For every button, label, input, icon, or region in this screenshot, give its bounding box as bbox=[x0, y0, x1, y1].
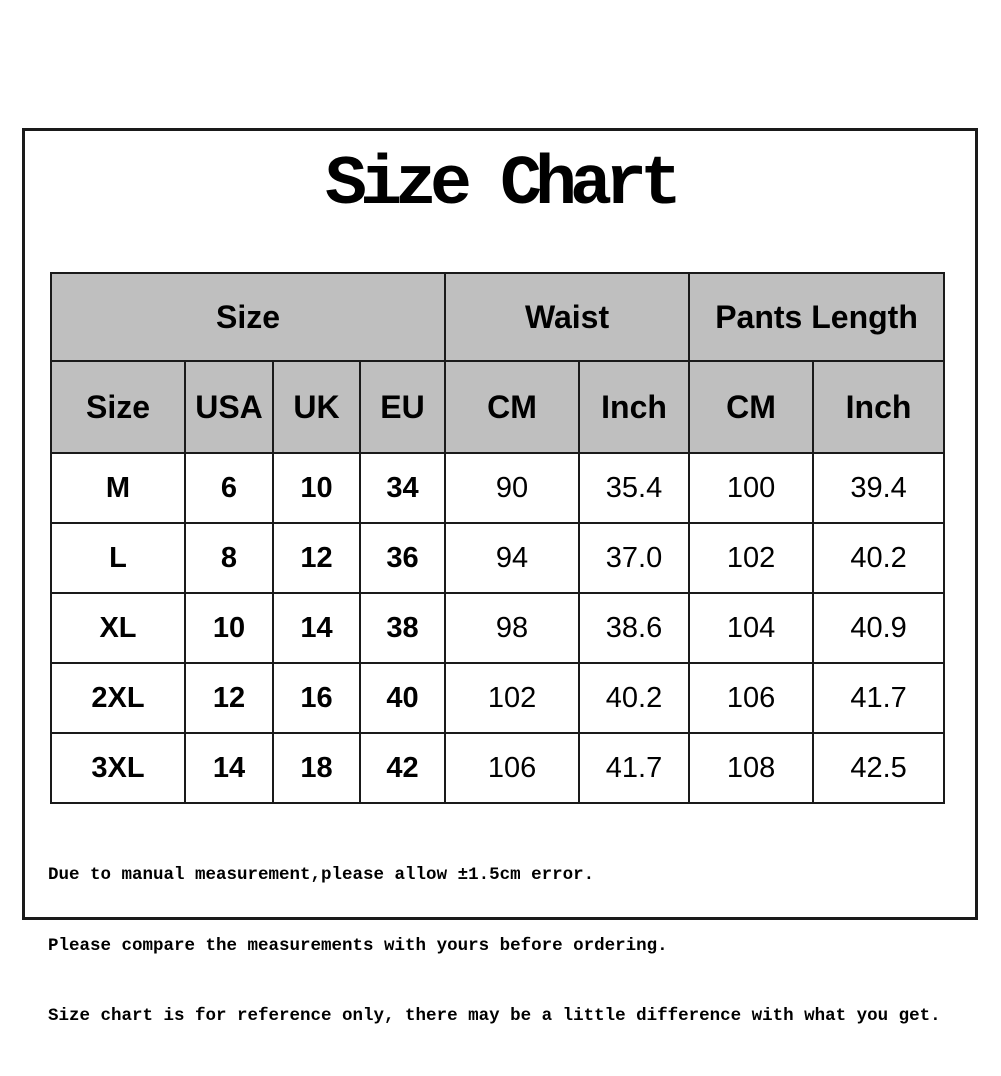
table-cell: 41.7 bbox=[812, 662, 946, 734]
table-cell: XL bbox=[50, 592, 186, 664]
table-row-2xl: 2XL 12 16 40 102 40.2 106 41.7 bbox=[50, 662, 946, 734]
table-group-header-row: Size Waist Pants Length bbox=[49, 272, 946, 362]
table-cell: 10 bbox=[272, 452, 361, 524]
table-cell: L bbox=[50, 522, 186, 594]
column-header-uk: UK bbox=[272, 360, 361, 454]
table-row-3xl: 3XL 14 18 42 106 41.7 108 42.5 bbox=[50, 732, 946, 804]
table-cell: 38 bbox=[358, 592, 447, 664]
table-row-m: M 6 10 34 90 35.4 100 39.4 bbox=[50, 452, 946, 524]
table-cell: 108 bbox=[688, 732, 815, 804]
measurement-notes: Due to manual measurement,please allow ±… bbox=[48, 817, 941, 1076]
table-cell: 12 bbox=[184, 662, 274, 734]
table-cell: 34 bbox=[358, 452, 447, 524]
table-cell: 8 bbox=[184, 522, 274, 594]
table-cell: 14 bbox=[184, 732, 274, 804]
table-cell: 6 bbox=[184, 452, 274, 524]
note-line-2: Please compare the measurements with you… bbox=[48, 935, 668, 956]
table-cell: 18 bbox=[272, 732, 361, 804]
table-cell: 102 bbox=[444, 662, 581, 734]
table-cell: 12 bbox=[272, 522, 361, 594]
table-cell: 16 bbox=[272, 662, 361, 734]
table-cell: 106 bbox=[444, 732, 581, 804]
table-cell: 98 bbox=[444, 592, 581, 664]
table-cell: 90 bbox=[444, 452, 581, 524]
table-cell: 2XL bbox=[50, 662, 186, 734]
table-cell: 42.5 bbox=[812, 732, 946, 804]
column-header-waist-inch: Inch bbox=[578, 360, 691, 454]
column-header-eu: EU bbox=[358, 360, 447, 454]
table-cell: 106 bbox=[688, 662, 815, 734]
table-cell: 100 bbox=[688, 452, 815, 524]
table-row-xl: XL 10 14 38 98 38.6 104 40.9 bbox=[50, 592, 946, 664]
column-header-waist-cm: CM bbox=[444, 360, 581, 454]
table-row-l: L 8 12 36 94 37.0 102 40.2 bbox=[50, 522, 946, 594]
table-cell: 38.6 bbox=[578, 592, 691, 664]
column-header-pants-inch: Inch bbox=[812, 360, 946, 454]
column-header-usa: USA bbox=[184, 360, 274, 454]
page-title: Size Chart bbox=[324, 146, 682, 225]
table-column-header-row: Size USA UK EU CM Inch CM Inch bbox=[50, 360, 946, 454]
group-header-pants-length: Pants Length bbox=[688, 272, 946, 362]
table-cell: 102 bbox=[688, 522, 815, 594]
group-header-waist: Waist bbox=[444, 272, 691, 362]
column-header-pants-cm: CM bbox=[688, 360, 815, 454]
table-cell: 14 bbox=[272, 592, 361, 664]
table-cell: 10 bbox=[184, 592, 274, 664]
table-cell: 94 bbox=[444, 522, 581, 594]
size-chart-table: Size Waist Pants Length Size USA UK EU C… bbox=[49, 272, 946, 804]
table-cell: 36 bbox=[358, 522, 447, 594]
table-cell: 41.7 bbox=[578, 732, 691, 804]
table-cell: 3XL bbox=[50, 732, 186, 804]
table-cell: 37.0 bbox=[578, 522, 691, 594]
content-frame: Size Chart Size Waist Pants Length Size … bbox=[22, 128, 978, 1026]
table-cell: 35.4 bbox=[578, 452, 691, 524]
table-cell: 40.2 bbox=[578, 662, 691, 734]
table-cell: 40 bbox=[358, 662, 447, 734]
note-line-3: Size chart is for reference only, there … bbox=[48, 1006, 941, 1026]
table-cell: 40.9 bbox=[812, 592, 946, 664]
table-cell: 104 bbox=[688, 592, 815, 664]
table-cell: 39.4 bbox=[812, 452, 946, 524]
group-header-size: Size bbox=[49, 272, 447, 362]
column-header-size: Size bbox=[50, 360, 186, 454]
note-line-1: Due to manual measurement,please allow ±… bbox=[48, 865, 595, 885]
table-cell: M bbox=[50, 452, 186, 524]
table-cell: 42 bbox=[358, 732, 447, 804]
table-cell: 40.2 bbox=[812, 522, 946, 594]
